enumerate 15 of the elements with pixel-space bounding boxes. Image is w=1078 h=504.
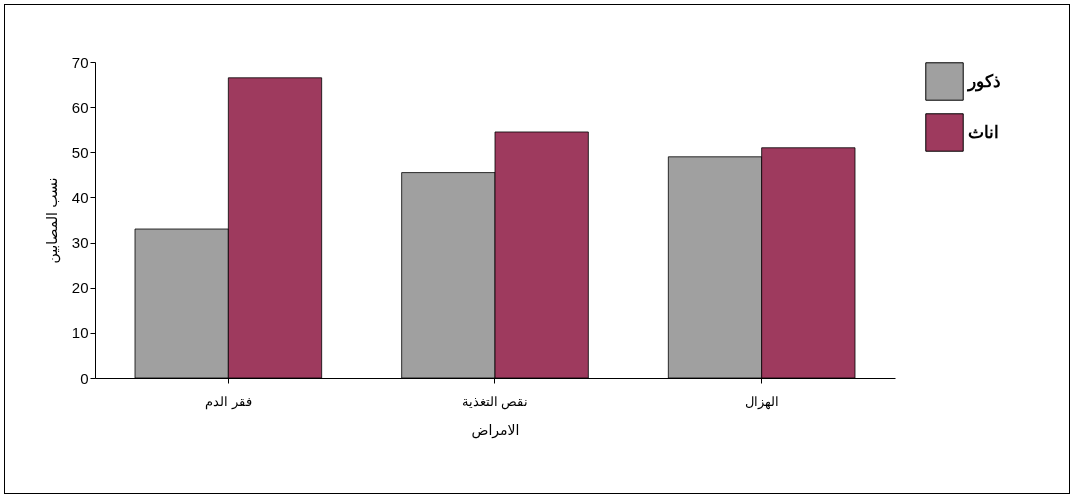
y-tick-label: 60 [71,98,89,116]
y-axis-title: نسب المصابين [43,177,61,264]
y-tick-label: 50 [71,143,89,161]
y-tick-label: 0 [80,369,89,387]
y-tick-label: 40 [71,188,89,206]
y-tick-label: 10 [71,324,89,342]
y-tick-label: 20 [71,279,89,297]
y-tick-label: 30 [71,234,89,252]
x-tick-label: فقر الدم [205,393,252,410]
legend-label: اناث [968,122,999,142]
legend-label: ذكور [966,71,1001,92]
x-tick-label: الهزال [744,393,779,410]
y-tick-label: 70 [71,53,89,71]
x-axis-title: الامراض [471,421,520,439]
x-tick-label: نقص التغذية [461,393,529,410]
